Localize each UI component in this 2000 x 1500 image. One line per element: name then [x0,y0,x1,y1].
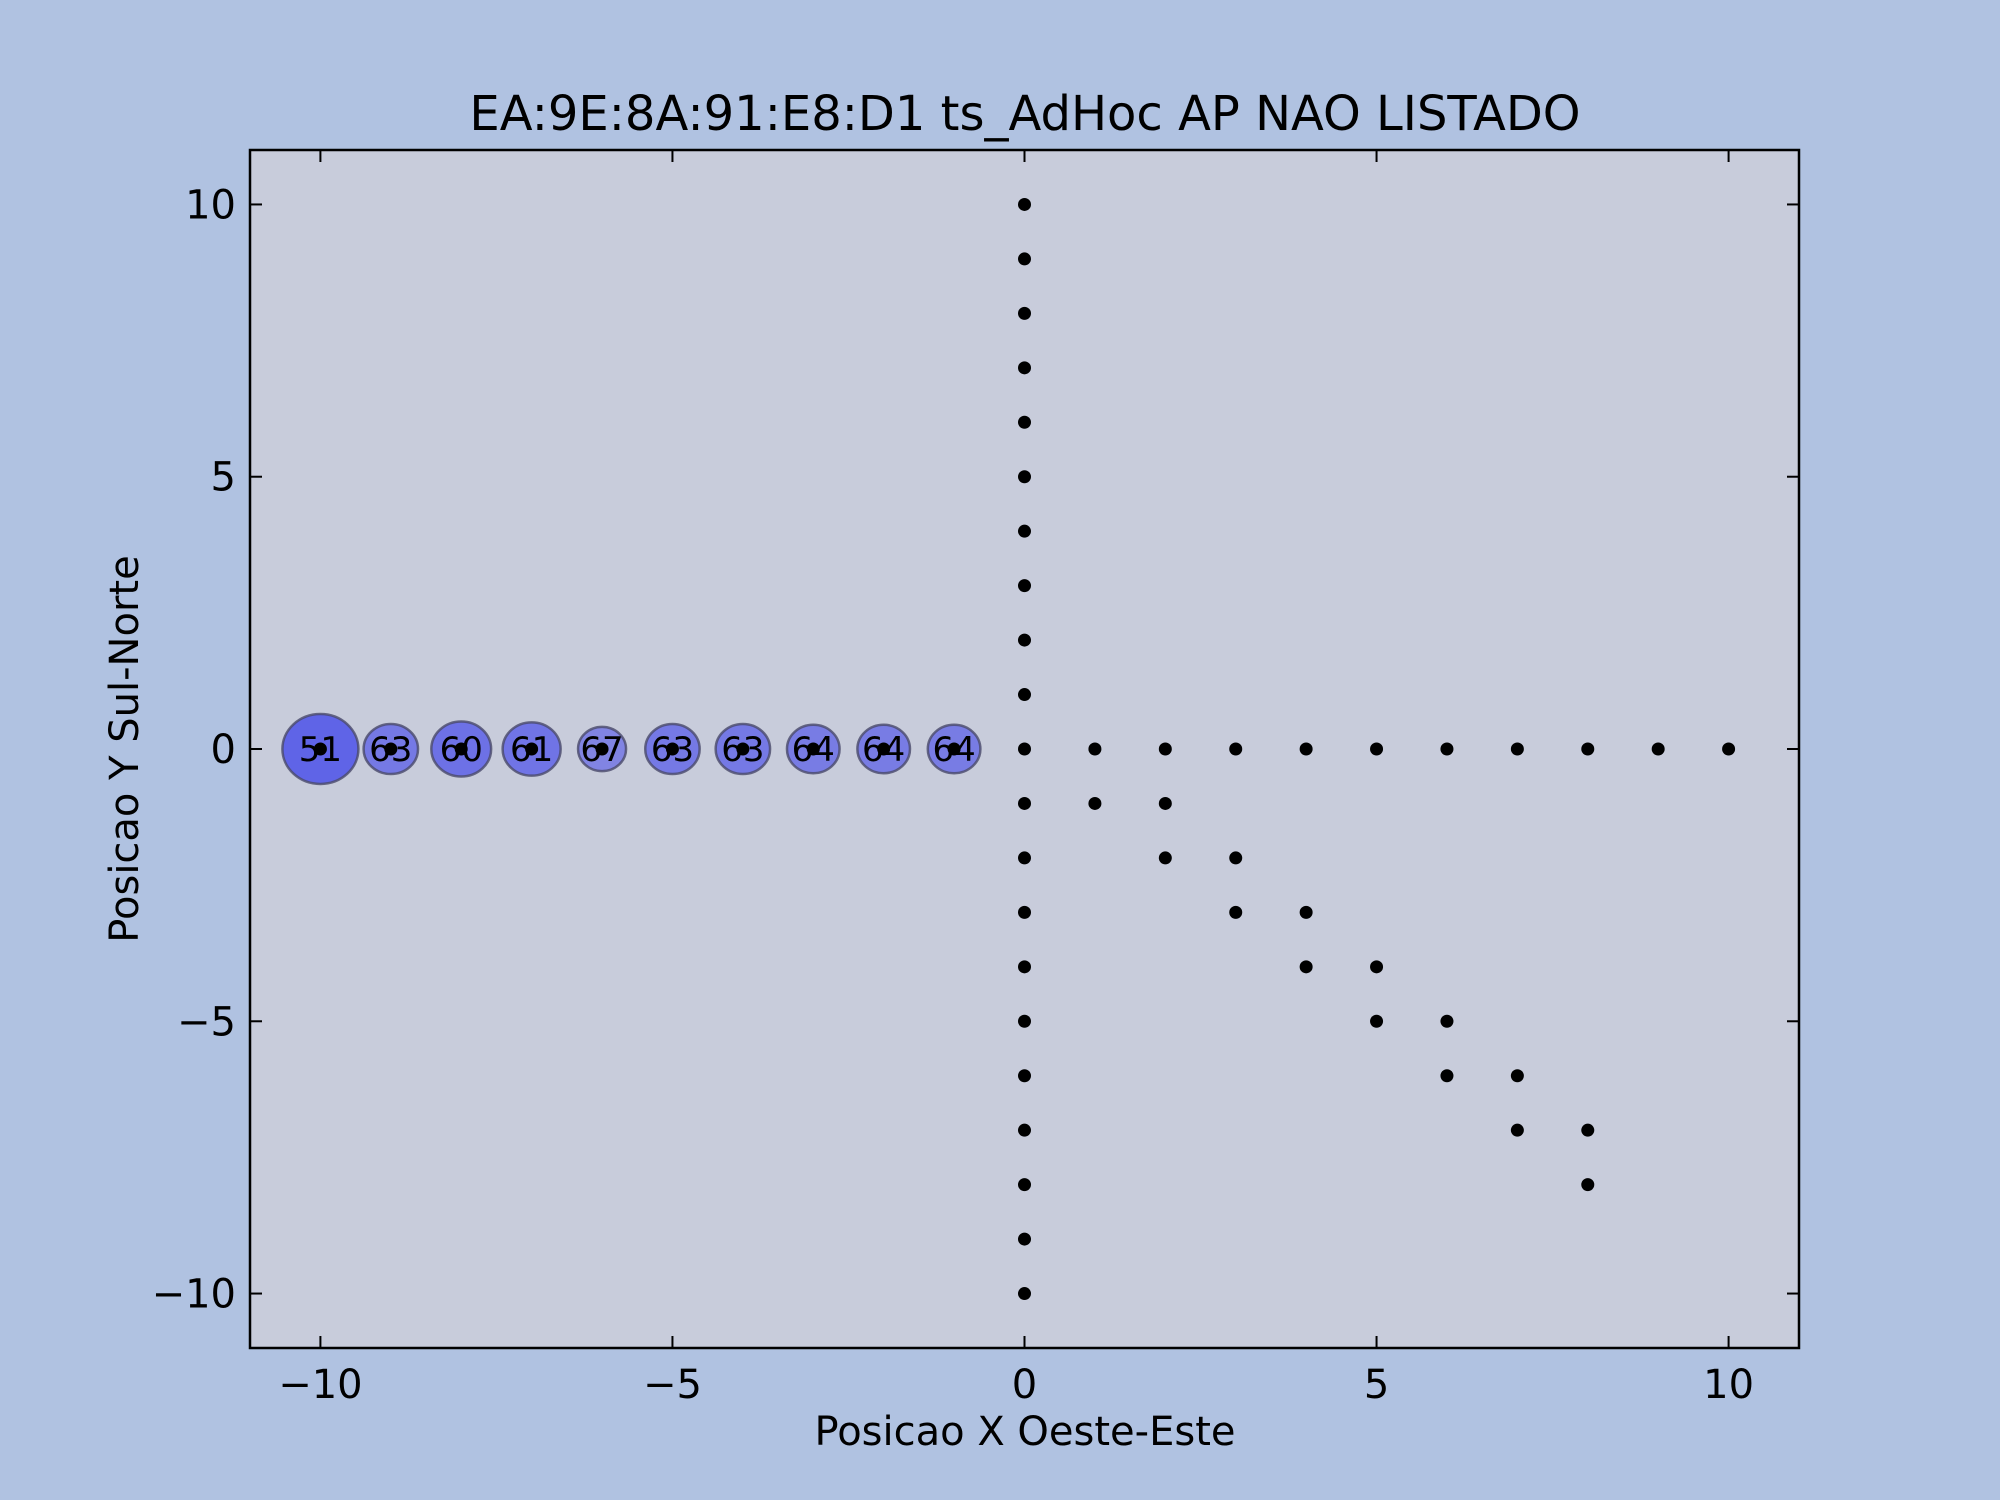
measurement-point [1440,1069,1454,1083]
measurement-point [806,742,820,756]
signal-bubble-label: 61 [510,730,553,770]
measurement-point [1510,742,1524,756]
measurement-point [1299,960,1313,974]
measurement-point [947,742,961,756]
measurement-point [1018,1232,1031,1246]
x-tick-label: −10 [278,1362,362,1408]
measurement-point [1018,1178,1031,1192]
y-tick-label: 5 [211,455,236,501]
y-tick-label: −10 [152,1272,236,1318]
signal-bubble-label: 67 [580,730,623,770]
y-tick-label: 0 [211,727,236,773]
measurement-point [1299,742,1313,756]
measurement-point [1018,252,1031,266]
measurement-point [1018,742,1031,756]
measurement-point [736,742,750,756]
signal-bubble-labels: 51 63 60 61 67 63 63 64 64 64 [299,730,976,770]
measurement-point [1018,688,1031,702]
measurement-point [1018,796,1031,810]
measurement-point [1299,905,1313,919]
y-axis-label: Posicao Y Sul-Norte [102,555,148,942]
measurement-point [877,742,891,756]
measurement-point [1018,415,1031,429]
y-tick-label: 10 [185,182,236,228]
measurement-point [1018,905,1031,919]
measurement-point [1018,1069,1031,1083]
measurement-point [1440,1014,1454,1028]
measurement-point [1510,1123,1524,1137]
measurement-point [1510,1069,1524,1083]
measurement-point [1088,742,1102,756]
measurement-point [595,742,609,756]
signal-bubble-label: 63 [651,730,694,770]
measurement-point [1440,742,1454,756]
signal-bubble-label: 64 [862,730,905,770]
x-tick-label: 5 [1364,1362,1389,1408]
measurement-point [525,742,539,756]
measurement-point [1018,470,1031,484]
measurement-point [1018,306,1031,320]
x-tick-label: 10 [1703,1362,1754,1408]
measurement-point [384,742,398,756]
signal-bubble-label: 63 [721,730,764,770]
y-tick-label: −5 [177,999,236,1045]
measurement-point [665,742,679,756]
measurement-point [1581,1123,1595,1137]
measurement-point [1018,361,1031,375]
measurement-point [313,742,327,756]
measurement-point [1018,197,1031,211]
measurement-point [454,742,468,756]
measurement-point [1370,1014,1384,1028]
x-tick-label: 0 [1012,1362,1037,1408]
chart-title: EA:9E:8A:91:E8:D1 ts_AdHoc AP NAO LISTAD… [469,86,1580,142]
x-axis-label: Posicao X Oeste-Este [815,1409,1236,1455]
signal-bubble-label: 51 [299,730,342,770]
signal-bubble-label: 63 [369,730,412,770]
measurement-point [1088,796,1102,810]
measurement-point [1018,960,1031,974]
signal-bubble-label: 60 [440,730,483,770]
measurement-point [1229,742,1243,756]
measurement-point [1370,742,1384,756]
measurement-point [1018,524,1031,538]
x-tick-label: −5 [643,1362,702,1408]
measurement-points [313,197,1736,1301]
measurement-point [1229,851,1243,865]
measurement-point [1581,1178,1595,1192]
measurement-point [1018,633,1031,647]
measurement-point [1018,1123,1031,1137]
measurement-point [1018,1287,1031,1301]
measurement-point [1229,905,1243,919]
measurement-point [1581,742,1595,756]
measurement-point [1018,1014,1031,1028]
signal-bubble-label: 64 [932,730,975,770]
measurement-point [1018,851,1031,865]
measurement-point [1158,742,1172,756]
measurement-point [1370,960,1384,974]
signal-bubble-label: 64 [792,730,835,770]
measurement-point [1158,796,1172,810]
measurement-point [1018,579,1031,593]
measurement-point [1651,742,1665,756]
measurement-point [1722,742,1736,756]
axis-ticks: −10 −5 0 5 10 −10 −5 0 5 10 [152,150,1799,1408]
measurement-point [1158,851,1172,865]
